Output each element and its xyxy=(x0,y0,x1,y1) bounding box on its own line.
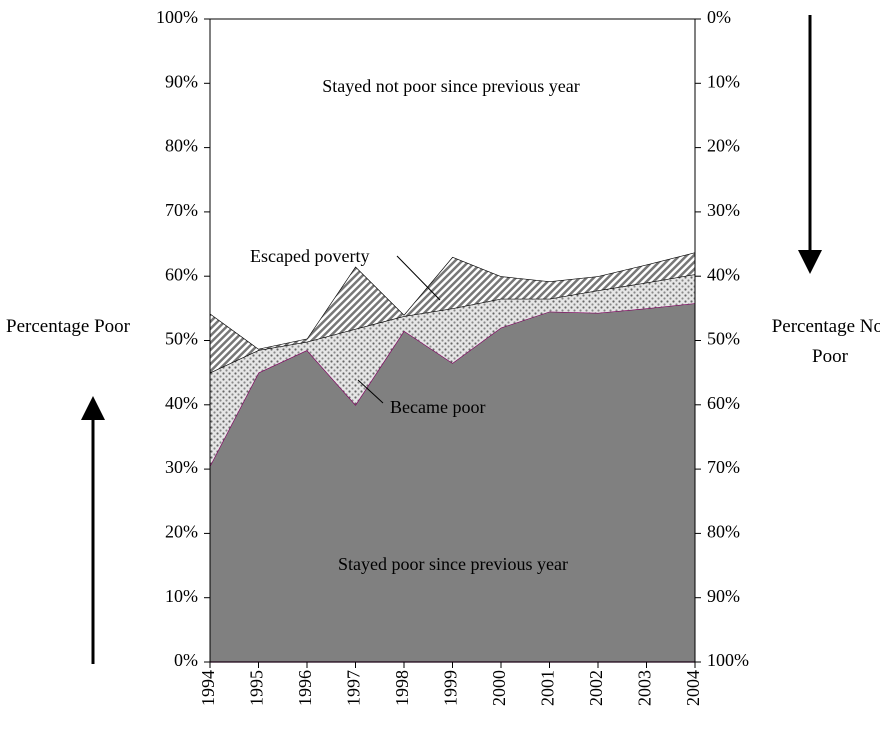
y2-tick-label: 40% xyxy=(707,264,740,284)
y-tick-label: 0% xyxy=(174,650,198,670)
y-tick-label: 30% xyxy=(165,457,198,477)
y-tick-label: 50% xyxy=(165,329,198,349)
series-label: Stayed not poor since previous year xyxy=(322,76,579,96)
y-tick-label: 40% xyxy=(165,393,198,413)
y2-tick-label: 50% xyxy=(707,329,740,349)
series-label: Became poor xyxy=(390,397,485,417)
y2-tick-label: 70% xyxy=(707,457,740,477)
area xyxy=(210,252,695,373)
area xyxy=(210,303,695,662)
x-tick-label: 1997 xyxy=(344,670,364,706)
x-tick-label: 1999 xyxy=(441,670,461,706)
x-tick-label: 1994 xyxy=(198,670,218,706)
y2-tick-label: 60% xyxy=(707,393,740,413)
y2-tick-label: 10% xyxy=(707,71,740,91)
y-tick-label: 20% xyxy=(165,522,198,542)
y-axis-title: Percentage Poor xyxy=(6,316,130,337)
y2-tick-label: 20% xyxy=(707,136,740,156)
y-tick-label: 10% xyxy=(165,586,198,606)
y2-tick-label: 80% xyxy=(707,522,740,542)
y2-tick-label: 100% xyxy=(707,650,749,670)
x-tick-label: 2000 xyxy=(489,670,509,706)
area xyxy=(210,19,695,349)
leader-line xyxy=(357,379,384,404)
leader-line xyxy=(396,255,441,301)
x-tick-label: 2001 xyxy=(538,670,558,706)
x-tick-label: 2003 xyxy=(635,670,655,706)
y2-tick-label: 0% xyxy=(707,7,731,27)
x-tick-label: 2002 xyxy=(586,670,606,706)
y-tick-label: 100% xyxy=(156,7,198,27)
x-tick-label: 2004 xyxy=(683,670,703,706)
y2-tick-label: 30% xyxy=(707,200,740,220)
y2-axis-title: Percentage Not Poor xyxy=(771,316,880,367)
y-tick-label: 80% xyxy=(165,136,198,156)
area xyxy=(210,274,695,466)
x-tick-label: 1996 xyxy=(295,670,315,706)
y-tick-label: 90% xyxy=(165,71,198,91)
y2-tick-label: 90% xyxy=(707,586,740,606)
y-tick-label: 60% xyxy=(165,264,198,284)
x-tick-label: 1995 xyxy=(247,670,267,706)
x-tick-label: 1998 xyxy=(392,670,412,706)
y-tick-label: 70% xyxy=(165,200,198,220)
series-label: Stayed poor since previous year xyxy=(338,554,568,574)
series-label: Escaped poverty xyxy=(250,246,369,266)
